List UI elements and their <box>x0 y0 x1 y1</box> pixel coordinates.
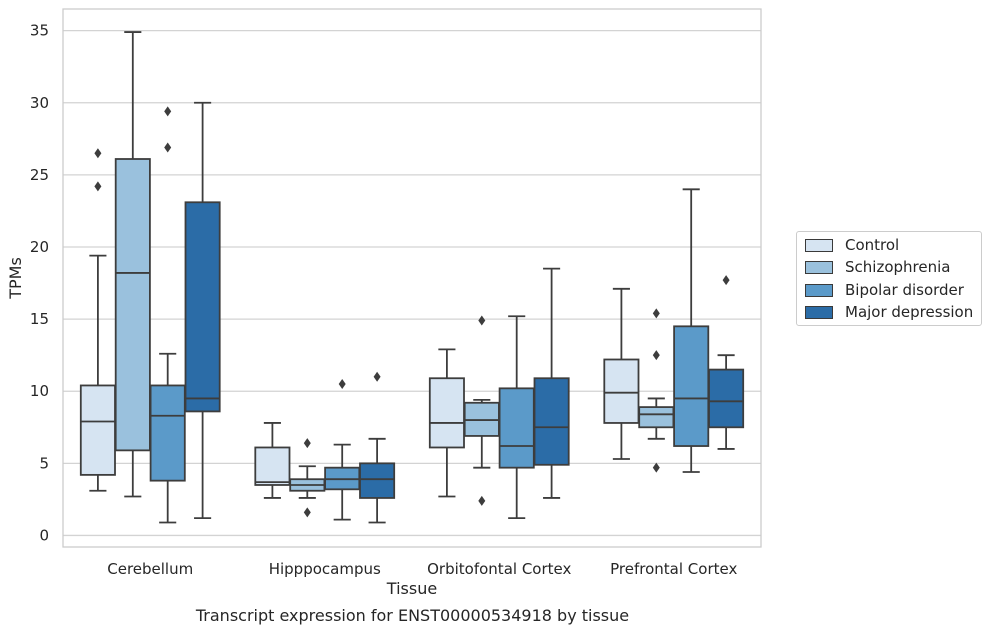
box-outlier <box>303 507 311 518</box>
box-iqr <box>184 201 221 413</box>
y-tick-label: 0 <box>39 526 49 544</box>
legend-label-schizophrenia: Schizophrenia <box>845 258 951 276</box>
x-tick-label: Cerebellum <box>107 560 193 578</box>
legend-label-bipolar-disorder: Bipolar disorder <box>845 281 964 299</box>
box-iqr <box>254 446 291 486</box>
x-tick-label: Hipppocampus <box>269 560 381 578</box>
box-outlier <box>478 315 486 326</box>
x-axis-title: Tissue <box>386 579 437 598</box>
box-iqr <box>708 368 745 429</box>
y-tick-label: 15 <box>30 310 49 328</box>
box-iqr <box>428 377 465 449</box>
box-outlier <box>478 495 486 506</box>
box-outlier <box>652 462 660 473</box>
x-tick-label: Orbitofontal Cortex <box>427 560 571 578</box>
legend: Control Schizophrenia Bipolar disorder M… <box>796 231 982 326</box>
box-outlier <box>164 106 172 117</box>
chart-caption: Transcript expression for ENST0000053491… <box>195 606 630 625</box>
box-iqr <box>638 406 675 429</box>
legend-swatch-major-depression <box>805 305 833 319</box>
box-iqr <box>498 387 535 469</box>
box-iqr <box>673 325 710 447</box>
y-tick-label: 30 <box>30 94 49 112</box>
box-iqr <box>79 384 116 476</box>
legend-swatch-control <box>805 238 833 252</box>
legend-swatch-schizophrenia <box>805 260 833 274</box>
box-outlier <box>303 438 311 449</box>
y-tick-label: 35 <box>30 22 49 40</box>
legend-label-major-depression: Major depression <box>845 303 974 321</box>
legend-item-schizophrenia: Schizophrenia <box>805 257 950 277</box>
box-iqr <box>114 158 151 452</box>
x-tick-label: Prefrontal Cortex <box>610 560 737 578</box>
y-tick-label: 25 <box>30 166 49 184</box>
box-outlier <box>164 142 172 153</box>
legend-item-major-depression: Major depression <box>805 302 973 322</box>
box-iqr <box>603 358 640 424</box>
box-outlier <box>652 350 660 361</box>
box-outlier <box>373 371 381 382</box>
box-outlier <box>722 275 730 286</box>
box-iqr <box>359 462 396 499</box>
legend-item-control: Control <box>805 235 899 255</box>
box-iqr <box>533 377 570 466</box>
x-axis-ticks: Cerebellum Hipppocampus Orbitofontal Corte… <box>107 560 737 578</box>
box-outlier <box>652 308 660 319</box>
box-outlier <box>94 181 102 192</box>
y-tick-label: 10 <box>30 382 49 400</box>
legend-swatch-bipolar-disorder <box>805 283 833 297</box>
box-iqr <box>149 384 186 482</box>
box-outlier <box>94 148 102 159</box>
legend-label-control: Control <box>845 236 900 254</box>
boxes <box>79 31 745 524</box>
y-tick-label: 5 <box>39 454 49 472</box>
legend-item-bipolar-disorder: Bipolar disorder <box>805 280 964 300</box>
box-outlier <box>338 379 346 390</box>
y-axis-title: TPMs <box>6 257 25 300</box>
y-tick-label: 20 <box>30 238 49 256</box>
plot-area-frame <box>62 8 762 548</box>
y-axis-ticks: 0 5 10 15 20 25 30 35 <box>30 22 49 545</box>
